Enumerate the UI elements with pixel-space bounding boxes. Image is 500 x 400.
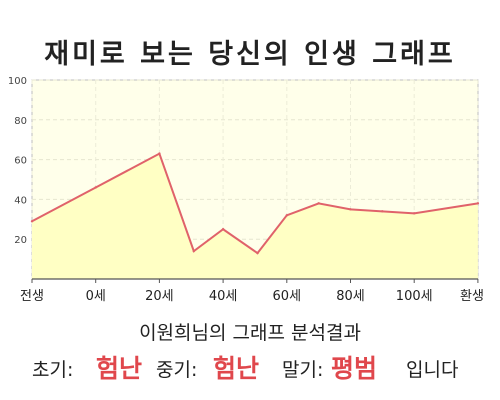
data-point	[413, 212, 416, 215]
y-axis-ticks: 20 40 60 80 100	[8, 76, 27, 246]
chart-title: 재미로 보는 당신의 인생 그래프	[44, 39, 456, 70]
x-tick-label: 환생	[460, 289, 484, 304]
series-line	[31, 152, 479, 255]
data-point	[349, 208, 352, 211]
x-tick-label: 40세	[209, 289, 238, 304]
data-point	[192, 249, 195, 253]
y-tick-label: 20	[14, 235, 27, 246]
x-axis-ticks: 전생 0세 20세 40세 60세 80세 100세 환생	[20, 279, 484, 304]
y-tick-label: 80	[14, 116, 27, 127]
y-tick-label: 60	[14, 156, 27, 167]
x-tick-label: 100세	[396, 289, 433, 304]
x-tick-label: 0세	[86, 289, 106, 304]
data-point	[381, 210, 384, 213]
early-value: 험난	[96, 354, 143, 383]
life-graph-chart: 20 40 60 80 100 전생 0세 20세 40세 60세 80세 100세 환생	[8, 76, 484, 304]
x-tick-label: 80세	[336, 289, 365, 304]
x-tick-label: 60세	[273, 289, 302, 304]
area-fill	[32, 153, 478, 279]
late-value: 평범	[331, 354, 378, 383]
y-tick-label: 100	[8, 76, 27, 87]
x-tick-label: 20세	[145, 289, 174, 304]
late-label: 말기:	[282, 359, 324, 381]
early-label: 초기:	[32, 359, 74, 381]
middle-label: 중기:	[156, 359, 198, 381]
data-point	[158, 152, 161, 155]
data-point	[94, 186, 97, 189]
analysis-result-line: 초기: 험난 중기: 험난 말기: 평범 입니다	[0, 345, 500, 385]
data-point	[256, 251, 259, 255]
data-point	[317, 202, 320, 205]
data-point	[476, 202, 480, 205]
data-point	[30, 220, 34, 223]
x-tick-label: 전생	[20, 289, 44, 304]
data-point	[221, 228, 225, 231]
analysis-summary: 이원희님의 그래프 분석결과	[139, 322, 361, 344]
ending-text: 입니다	[406, 359, 459, 381]
data-point	[285, 214, 288, 217]
middle-value: 험난	[213, 354, 260, 383]
y-tick-label: 40	[14, 195, 27, 206]
